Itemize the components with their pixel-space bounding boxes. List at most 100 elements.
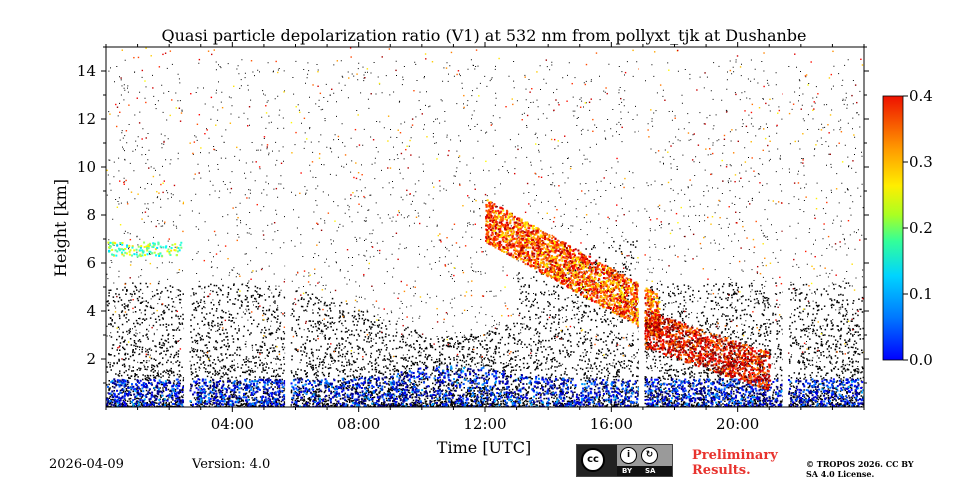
depolarization-point xyxy=(588,396,591,399)
noise-point xyxy=(637,257,639,259)
depolarization-point xyxy=(408,378,411,381)
noise-point xyxy=(206,295,209,298)
depolarization-point xyxy=(830,383,833,386)
depolarization-point xyxy=(769,386,772,389)
depolarization-point xyxy=(345,403,348,406)
depolarization-point xyxy=(541,378,544,381)
depolarization-point xyxy=(515,237,518,240)
depolarization-point xyxy=(558,401,561,404)
depolarization-point xyxy=(581,390,584,393)
noise-point xyxy=(330,343,332,345)
depolarization-point xyxy=(375,378,378,381)
depolarization-point xyxy=(656,307,659,310)
depolarization-point xyxy=(511,401,514,404)
depolarization-point xyxy=(795,385,798,388)
depolarization-point xyxy=(756,396,759,399)
noise-point xyxy=(777,306,779,309)
depolarization-point xyxy=(676,404,679,407)
noise-point xyxy=(781,230,783,232)
depolarization-point xyxy=(585,284,588,287)
depolarization-point xyxy=(145,245,148,248)
depolarization-point xyxy=(176,387,179,390)
depolarization-point xyxy=(623,400,626,403)
depolarization-point xyxy=(816,386,819,389)
depolarization-point xyxy=(425,391,428,394)
depolarization-point xyxy=(150,383,153,386)
depolarization-point xyxy=(236,386,239,389)
noise-point xyxy=(628,254,630,257)
noise-point xyxy=(668,69,670,71)
depolarization-point xyxy=(637,324,640,327)
depolarization-point xyxy=(816,397,819,400)
depolarization-point xyxy=(487,227,490,230)
depolarization-point xyxy=(237,401,240,404)
depolarization-point xyxy=(460,396,463,399)
depolarization-point xyxy=(536,380,539,383)
depolarization-point xyxy=(512,254,515,257)
depolarization-point xyxy=(262,386,265,389)
noise-point xyxy=(295,131,297,134)
depolarization-point xyxy=(487,241,490,244)
depolarization-point xyxy=(618,313,621,316)
depolarization-point xyxy=(295,402,298,405)
depolarization-point xyxy=(475,385,478,388)
noise-point xyxy=(555,99,557,101)
depolarization-point xyxy=(136,380,139,383)
depolarization-point xyxy=(637,285,640,288)
depolarization-point xyxy=(167,248,170,251)
depolarization-point xyxy=(156,384,159,387)
depolarization-point xyxy=(502,370,505,373)
depolarization-point xyxy=(223,387,226,390)
depolarization-point xyxy=(627,300,630,303)
depolarization-point xyxy=(401,381,404,384)
depolarization-point xyxy=(546,389,549,392)
depolarization-point xyxy=(681,398,684,401)
depolarization-point xyxy=(673,383,676,386)
depolarization-point xyxy=(419,401,422,404)
noise-point xyxy=(175,107,177,109)
depolarization-point xyxy=(370,394,373,397)
depolarization-point xyxy=(552,392,555,395)
noise-point xyxy=(415,216,418,218)
depolarization-point xyxy=(275,399,278,402)
noise-point xyxy=(740,247,742,249)
depolarization-point xyxy=(635,294,638,297)
depolarization-point xyxy=(758,397,761,400)
depolarization-point xyxy=(769,402,772,405)
depolarization-point xyxy=(713,399,716,402)
depolarization-point xyxy=(607,267,610,270)
depolarization-point xyxy=(361,394,364,397)
depolarization-point xyxy=(487,216,490,219)
depolarization-point xyxy=(561,399,564,402)
depolarization-point xyxy=(571,281,574,284)
depolarization-point xyxy=(648,397,651,400)
noise-point xyxy=(705,148,707,150)
noise-point xyxy=(498,57,500,60)
depolarization-point xyxy=(647,311,650,314)
depolarization-point xyxy=(582,263,585,266)
depolarization-point xyxy=(550,269,553,272)
depolarization-point xyxy=(539,234,542,237)
depolarization-point xyxy=(631,321,634,324)
noise-point xyxy=(400,280,403,283)
noise-point xyxy=(137,56,140,59)
noise-point xyxy=(721,159,723,162)
depolarization-point xyxy=(342,404,345,407)
noise-point xyxy=(616,204,618,206)
noise-point xyxy=(717,322,719,324)
depolarization-point xyxy=(569,276,572,279)
depolarization-point xyxy=(565,403,568,406)
depolarization-point xyxy=(411,390,414,393)
depolarization-point xyxy=(670,397,673,400)
depolarization-point xyxy=(114,249,117,252)
depolarization-point xyxy=(565,255,568,258)
depolarization-point xyxy=(472,381,475,384)
depolarization-point xyxy=(578,260,581,263)
noise-point xyxy=(266,146,268,148)
depolarization-point xyxy=(657,309,660,312)
depolarization-point xyxy=(569,282,572,285)
noise-point xyxy=(664,99,666,101)
depolarization-point xyxy=(611,390,614,393)
depolarization-point xyxy=(391,387,394,390)
depolarization-point xyxy=(762,400,765,403)
